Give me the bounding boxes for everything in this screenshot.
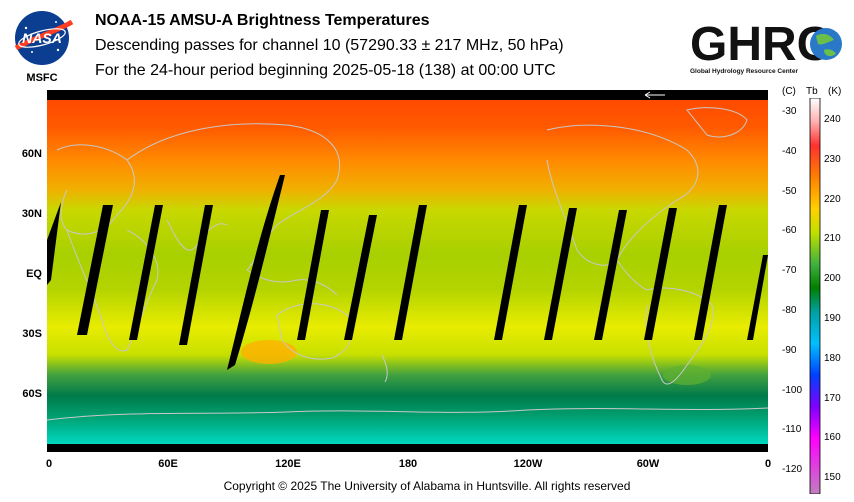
coast-europe-africa [56,144,135,235]
ghrc-globe-icon: GHRC Global Hydrology Resource Center [690,18,842,75]
lat-label-60n: 60N [21,148,42,160]
colorbar-tick-c: -40 [782,145,797,157]
top-black-band [47,90,768,100]
copyright-footer: Copyright © 2025 The University of Alaba… [223,479,631,493]
lon-label-60w: 60W [636,458,660,470]
coast-india [166,219,228,251]
cool-patch-south-atlantic [663,365,711,385]
chart-title: NOAA-15 AMSU-A Brightness Temperatures [95,12,430,29]
coast-greenland [686,107,748,138]
orbit-gap-5 [227,175,285,370]
colorbar-tick-c: -30 [782,106,797,117]
ghrc-subtitle: Global Hydrology Resource Center [690,68,798,75]
colorbar-tick-k: 230 [824,153,841,165]
coast-antarctica [47,407,768,421]
colorbar-tick-c: -120 [782,464,803,476]
colorbar-tick-k: 170 [824,392,841,404]
orbit-gaps [47,175,768,370]
colorbar-tick-c: -50 [782,185,797,197]
lon-label-120w: 120W [513,458,543,470]
colorbar-tick-c: -70 [782,265,797,277]
pole-marker-arrow [644,91,665,99]
colorbar-header-c: (C) [782,86,796,97]
colorbar-tick-c: -80 [782,305,797,316]
msfc-logo-text: MSFC [26,72,57,84]
coastlines [47,107,768,421]
lon-label-180: 180 [398,458,418,470]
map-canvas [47,90,768,452]
colorbar-tick-k: 240 [824,114,841,125]
lon-label-0: 0 [45,458,53,470]
chart-subtitle: Descending passes for channel 10 (57290.… [95,37,564,54]
ghrc-logo-text: GHRC [690,18,831,71]
colorbar-tick-c: -110 [782,424,802,436]
lat-label-30n: 30N [21,208,42,220]
coast-north-america [546,124,699,266]
coast-maritime [246,269,338,296]
nasa-meatball-icon: NASA MSFC [14,11,74,84]
lat-label-eq: EQ [26,268,42,280]
time-period: For the 24-hour period beginning 2025-05… [95,62,556,79]
colorbar-tick-k: 180 [824,352,841,364]
nasa-logo: NASA MSFC [8,8,78,86]
colorbar-tick-k: 200 [824,273,841,285]
orbit-gap-11 [594,210,627,340]
colorbar: (C) Tb (K) -30 240 -40 230 -50 220 -60 2 [770,84,854,494]
colorbar-tick-k: 150 [824,472,841,484]
orbit-gap-3 [129,205,163,340]
colorbar-header-tb: Tb [806,86,818,97]
colorbar-tick-c: -100 [782,384,803,396]
ghrc-logo: GHRC Global Hydrology Resource Center [688,10,848,78]
nasa-logo-text: NASA [22,30,62,46]
colorbar-tick-k: 190 [824,313,841,324]
orbit-gap-8 [394,205,427,340]
colorbar-tick-k: 160 [824,432,841,444]
colorbar-tick-k: 210 [824,233,841,245]
colorbar-tick-c: -60 [782,225,797,237]
colorbar-tick-k: 220 [824,193,841,205]
lat-label-30s: 30S [22,328,42,340]
lon-label-0-right: 0 [764,458,772,470]
lat-label-60s: 60S [22,388,42,400]
colorbar-header-k: (K) [828,86,842,97]
lon-label-120e: 120E [275,458,301,470]
orbit-gap-4 [179,205,213,345]
orbit-gap-6 [297,210,329,340]
orbit-gap-1 [47,202,61,285]
orbit-gap-7 [344,215,377,340]
brightness-temperature-map [47,90,768,452]
orbit-gap-12 [644,208,677,340]
coast-asia [126,123,341,271]
colorbar-tick-c: -90 [782,344,797,356]
orbit-gap-13 [694,205,727,340]
coast-south-america [645,287,714,385]
orbit-gap-2 [77,205,113,335]
colorbar-fill [809,98,821,494]
warm-spot-south-pacific [241,340,297,364]
bottom-black-band [47,444,768,452]
colorbar-graphic [809,98,821,494]
coast-new-zealand [381,354,388,383]
orbit-gap-14 [747,255,768,340]
orbit-gap-10 [544,208,577,340]
orbit-gap-9 [494,205,527,340]
coast-central-america [616,259,648,291]
lon-label-60e: 60E [158,458,178,470]
